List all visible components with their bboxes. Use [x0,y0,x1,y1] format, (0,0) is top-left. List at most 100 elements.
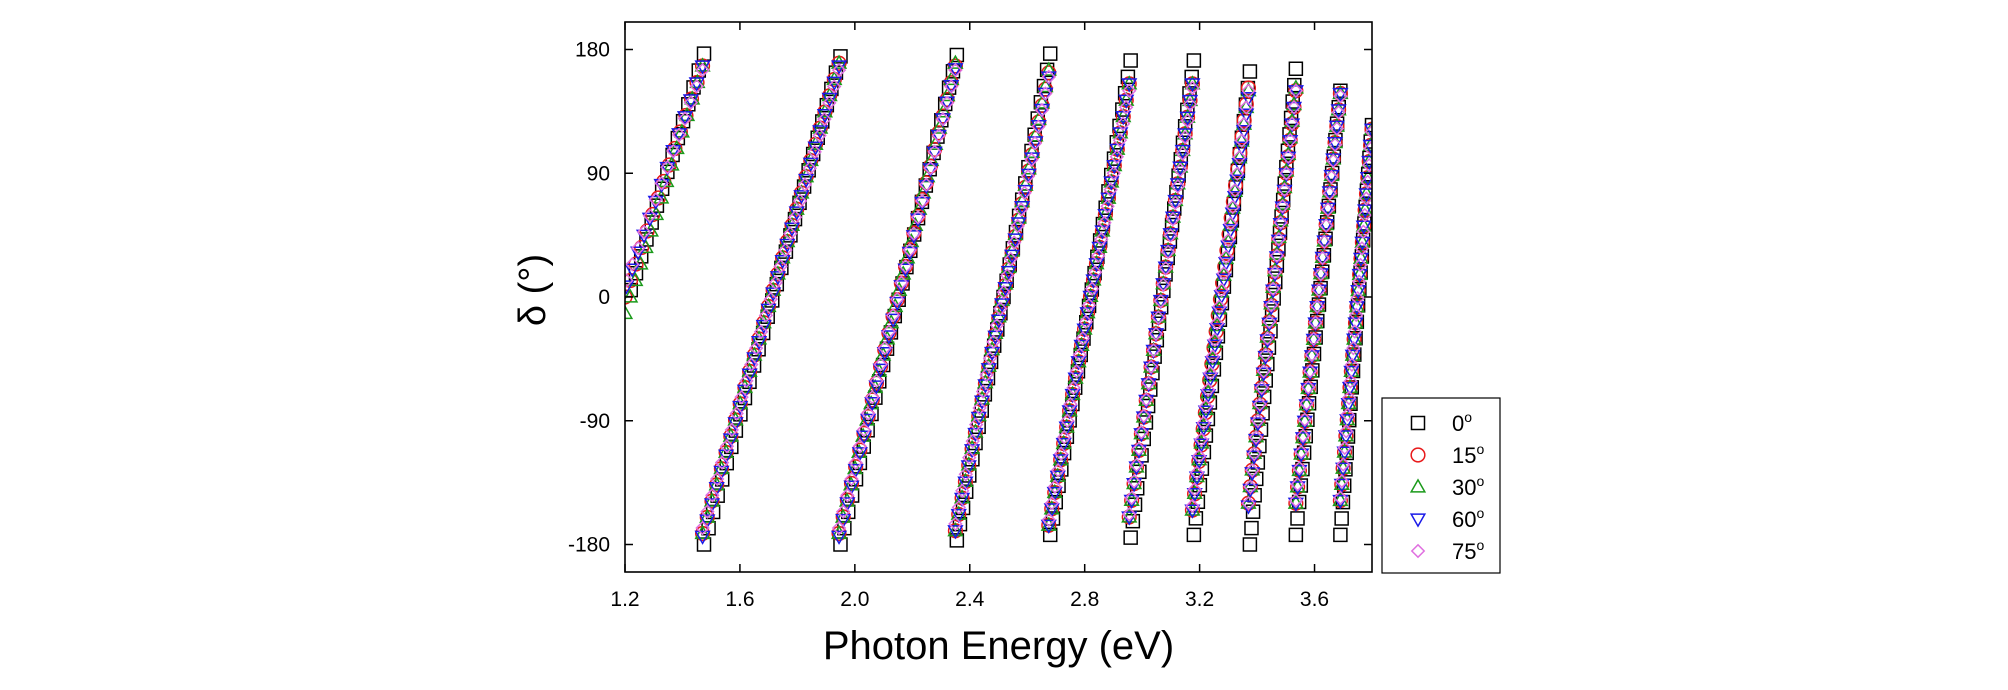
data-point-triangle-up-b2-p9 [867,378,884,394]
data-point-triangle-down-b3-p0 [947,525,964,540]
data-point-triangle-down-b2-p12 [880,330,898,345]
data-point-diamond-b5-p9 [1143,359,1159,374]
data-point-triangle-up-b3-p24 [1027,127,1044,142]
data-point-diamond-b2-p27 [944,79,959,94]
data-point-triangle-up-b4-p18 [1094,222,1111,237]
data-point-triangle-down-b9-p9 [1344,349,1361,364]
data-point-diamond-b0-p4 [642,208,658,224]
data-point-triangle-down-b6-p14 [1215,273,1232,288]
data-point-square-b7-p29 [1288,61,1304,76]
data-point-diamond-b8-p11 [1308,315,1323,330]
data-point-triangle-down-b7-p0 [1240,500,1257,515]
data-point-triangle-up-b9-p18 [1357,201,1372,216]
data-point-triangle-up-b4-p26 [1118,91,1135,106]
data-point-diamond-b3-p26 [1038,86,1053,101]
data-point-diamond-b6-p23 [1236,116,1252,132]
data-point-triangle-up-b1-p7 [727,411,744,426]
data-point-triangle-up-b1-p26 [816,103,834,118]
data-point-diamond-b6-p18 [1225,199,1241,215]
data-point-diamond-b5-p7 [1139,392,1154,407]
data-point-triangle-up-b9-p19 [1358,185,1372,200]
data-point-triangle-up-b8-p13 [1310,281,1328,296]
data-point-diamond-b7-p21 [1281,149,1296,164]
data-point-diamond-b6-p3 [1191,448,1207,464]
data-point-triangle-down-b6-p9 [1204,356,1221,371]
data-point-diamond-b8-p3 [1293,444,1309,460]
axis-tick-labels: 1.2 1.6 2.0 2.4 2.8 3.2 3.6 180 90 0 -90 -180 [568,39,1329,612]
data-point-triangle-down-b2-p1 [835,513,852,529]
data-point-diamond-b8-p4 [1295,428,1311,444]
data-point-triangle-up-b4-p17 [1091,238,1108,253]
data-point-diamond-b3-p21 [1020,169,1036,184]
legend-label-degree-0: o [1464,409,1472,425]
data-point-diamond-b6-p25 [1241,83,1256,98]
data-point-triangle-up-b7-p0 [1240,494,1257,509]
data-point-triangle-up-b7-p1 [1242,477,1259,493]
x-tick-label-6: 3.6 [1300,588,1329,611]
data-point-triangle-up-b8-p14 [1312,265,1329,280]
data-point-diamond-b5-p23 [1177,129,1193,145]
data-point-diamond-b4-p17 [1094,232,1109,247]
data-point-triangle-up-b0-p1 [625,288,639,303]
data-point-circle-b6-p14 [1215,275,1231,291]
data-point-triangle-up-b1-p4 [713,459,730,475]
data-point-diamond-b4-p10 [1072,347,1087,362]
data-point-triangle-down-b2-p8 [864,397,881,412]
data-point-triangle-down-b1-p3 [708,481,725,497]
data-point-diamond-b6-p20 [1230,166,1245,182]
data-point-diamond-b0-p11 [683,95,699,110]
data-point-diamond-b1-p24 [812,128,827,143]
data-point-diamond-b2-p17 [902,242,917,258]
data-point-diamond-b9-p20 [1361,158,1372,173]
data-point-diamond-b5-p19 [1168,195,1183,210]
data-point-diamond-b8-p22 [1327,137,1343,152]
data-point-triangle-up-b4-p20 [1100,189,1117,204]
data-point-square-b4-p27 [1117,85,1133,101]
data-point-square-b0-p14 [696,46,712,61]
data-point-triangle-up-b9-p21 [1361,152,1372,168]
data-point-diamond-b4-p13 [1081,298,1097,313]
data-point-triangle-down-b5-p9 [1142,361,1160,376]
data-point-diamond-b8-p1 [1290,477,1305,492]
data-point-diamond-b4-p4 [1053,446,1069,461]
data-point-square-b9-p0 [1333,527,1348,543]
data-point-triangle-up-b4-p23 [1109,140,1126,155]
data-point-diamond-b7-p25 [1288,83,1304,98]
y-tick-label-1: 90 [587,162,610,185]
data-point-triangle-down-b9-p3 [1336,446,1353,461]
data-point-diamond-b8-p18 [1320,202,1336,217]
data-point-diamond-b6-p22 [1234,133,1249,148]
data-point-triangle-up-b3-p28 [1040,61,1057,76]
data-point-diamond-b4-p3 [1050,463,1066,478]
data-point-diamond-b6-p2 [1189,465,1205,481]
data-point-diamond-b9-p16 [1356,224,1371,239]
data-point-triangle-down-b4-p11 [1073,339,1090,355]
data-point-diamond-b9-p1 [1334,473,1350,489]
data-point-diamond-b1-p27 [826,79,842,94]
data-point-square-b0-p2 [633,249,649,264]
data-point-triangle-down-b5-p10 [1145,344,1162,360]
data-point-diamond-b6-p21 [1232,149,1247,165]
x-axis-label: Photon Energy (eV) [823,624,1174,668]
data-point-triangle-up-b4-p5 [1055,434,1072,450]
data-point-diamond-b3-p0 [948,516,963,532]
data-point-diamond-b7-p4 [1248,430,1264,445]
data-point-triangle-down-b4-p0 [1040,519,1057,534]
data-point-triangle-down-b2-p16 [897,263,914,278]
data-point-diamond-b8-p14 [1313,266,1329,282]
data-point-circle-b6-p15 [1217,259,1233,275]
data-point-diamond-b7-p14 [1267,265,1283,280]
data-point-triangle-down-b0-p1 [625,263,641,278]
data-point-diamond-b6-p11 [1209,316,1225,331]
data-point-triangle-up-b9-p0 [1332,491,1349,507]
data-point-triangle-up-b2-p10 [871,362,888,377]
data-point-triangle-down-b2-p9 [868,380,885,395]
legend-box [1381,397,1501,574]
data-point-diamond-b1-p17 [778,242,793,258]
data-point-diamond-b2-p15 [894,275,909,290]
data-point-diamond-b3-p23 [1027,135,1043,151]
data-point-diamond-b5-p22 [1175,146,1190,161]
y-tick-label-2: 0 [598,286,610,309]
data-point-diamond-b8-p25 [1333,89,1348,104]
